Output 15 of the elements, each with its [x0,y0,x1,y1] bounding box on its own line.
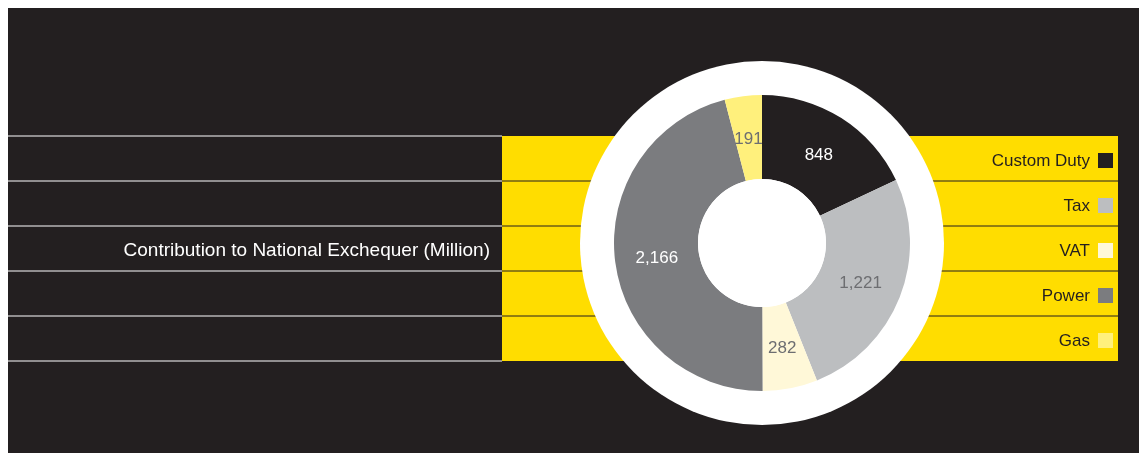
legend-label: Custom Duty [991,151,1091,170]
data-label: 2,166 [635,247,679,267]
data-label: 1,221 [839,272,882,292]
legend-label: Gas [1058,331,1090,350]
text: Contribution to National Exchequer (Million) [123,239,490,260]
donut-slice [762,95,896,216]
legend-label: VAT [1059,241,1090,260]
donut-slice [762,302,817,391]
data-label: 282 [768,338,797,358]
legend-label: Tax [1063,196,1091,215]
donut-slice [614,99,763,391]
data-label: 191 [734,128,763,148]
legend-label: Power [1041,286,1091,305]
donut-slice [724,95,762,182]
data-label: 848 [804,144,834,164]
